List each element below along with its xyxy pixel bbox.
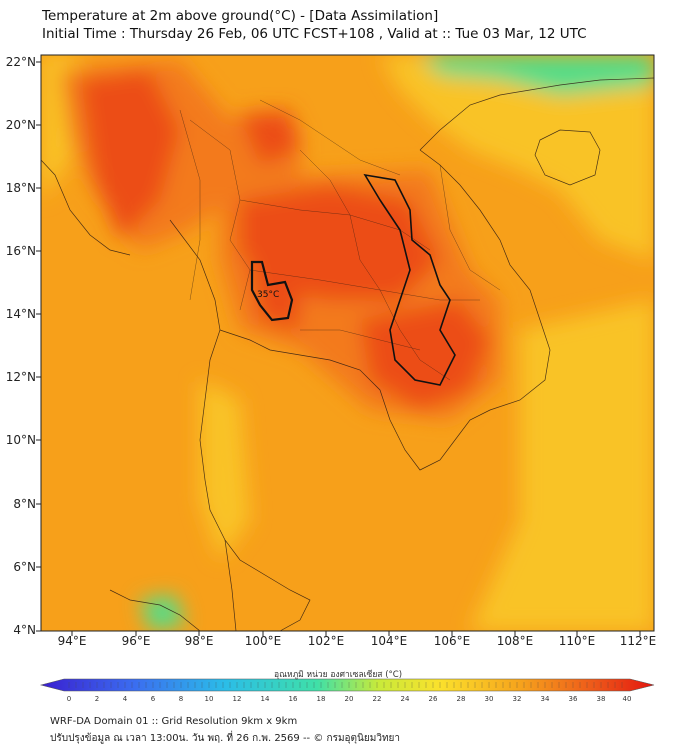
colorbar-tick: 22 [372, 695, 382, 703]
lat-label: 12°N [5, 370, 36, 384]
map-subtitle: Initial Time : Thursday 26 Feb, 06 UTC F… [42, 26, 587, 42]
lat-label: 20°N [5, 118, 36, 132]
colorbar-tick: 30 [484, 695, 494, 703]
map-frame [40, 54, 655, 632]
lat-label: 4°N [13, 623, 36, 637]
lon-label: 108°E [496, 634, 534, 648]
lon-label: 104°E [370, 634, 408, 648]
lat-label: 8°N [13, 497, 36, 511]
colorbar-tick: 6 [150, 695, 156, 703]
contour-35c [250, 260, 294, 322]
colorbar-tick: 0 [66, 695, 72, 703]
colorbar-tick: 36 [568, 695, 578, 703]
contour-highlight [363, 173, 456, 386]
lon-label: 102°E [307, 634, 345, 648]
colorbar-tick: 4 [122, 695, 128, 703]
colorbar-tick: 10 [204, 695, 214, 703]
colorbar-tick: 20 [344, 695, 354, 703]
colorbar-tick: 24 [400, 695, 410, 703]
footer-update-info: ปรับปรุงข้อมูล ณ เวลา 13:00น. วัน พฤ. ที… [50, 733, 401, 744]
lat-label: 14°N [5, 307, 36, 321]
colorbar-tick: 2 [94, 695, 100, 703]
footer-model-info: WRF-DA Domain 01 :: Grid Resolution 9km … [50, 716, 298, 727]
axis-ticks [36, 61, 641, 636]
colorbar-tick: 34 [540, 695, 550, 703]
lon-label: 112°E [619, 634, 657, 648]
lat-label: 10°N [5, 433, 36, 447]
colorbar-tick: 8 [178, 695, 184, 703]
lat-label: 6°N [13, 560, 36, 574]
lat-label: 16°N [5, 244, 36, 258]
lon-label: 98°E [184, 634, 214, 648]
colorbar-tick: 14 [260, 695, 270, 703]
colorbar-label: อุณหภูมิ หน่วย องศาเซลเซียส (°C) [273, 670, 403, 680]
colorbar-tick: 12 [232, 695, 242, 703]
contour-label: 35°C [257, 290, 279, 300]
province-borders [179, 99, 501, 381]
lat-label: 18°N [5, 181, 36, 195]
colorbar-tick: 40 [622, 695, 632, 703]
lat-label: 22°N [5, 55, 36, 69]
map-title: Temperature at 2m above ground(°C) - [Da… [42, 8, 439, 24]
lon-label: 94°E [57, 634, 87, 648]
colorbar-tick: 28 [456, 695, 466, 703]
lon-label: 96°E [121, 634, 151, 648]
colorbar-minor-ticks [68, 682, 623, 688]
colorbar-tick: 32 [512, 695, 522, 703]
colorbar [39, 678, 655, 692]
colorbar-tick: 16 [288, 695, 298, 703]
colorbar-tick: 26 [428, 695, 438, 703]
lon-label: 106°E [433, 634, 471, 648]
temperature-field: 35°C [41, 55, 654, 631]
lon-label: 100°E [244, 634, 282, 648]
lon-label: 110°E [558, 634, 596, 648]
colorbar-tick: 18 [316, 695, 326, 703]
colorbar-tick: 38 [596, 695, 606, 703]
coastlines [41, 77, 654, 631]
